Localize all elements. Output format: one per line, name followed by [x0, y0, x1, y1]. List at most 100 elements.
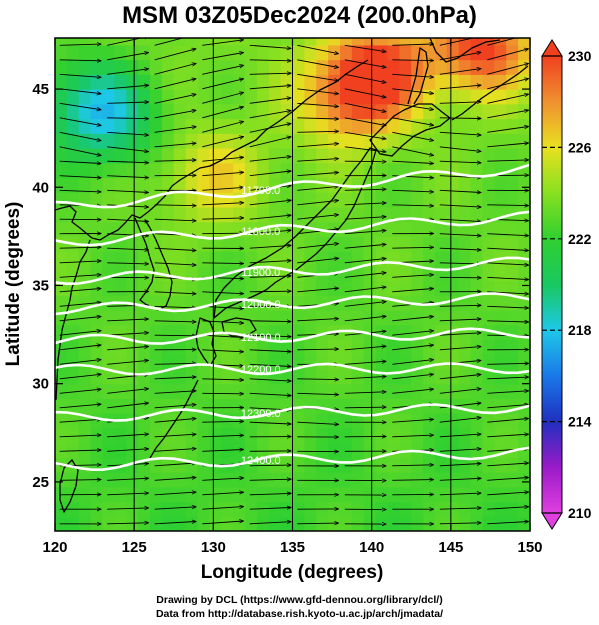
field-cell	[351, 368, 365, 385]
field-cell	[126, 516, 139, 531]
field-cell	[221, 236, 234, 252]
streamline-arrow	[439, 418, 481, 423]
field-cell	[399, 324, 412, 341]
field-cell	[102, 44, 115, 61]
field-cell	[197, 38, 210, 46]
field-cell	[268, 516, 282, 531]
field-cell	[78, 398, 92, 414]
field-cell	[482, 442, 495, 458]
field-cell	[78, 177, 92, 193]
field-cell	[221, 339, 234, 355]
streamline-arrow	[487, 143, 528, 148]
field-cell	[435, 383, 448, 400]
field-cell	[375, 59, 389, 75]
streamline-arrow	[487, 478, 528, 481]
contour-label: 12300.0	[241, 408, 281, 420]
field-cell	[363, 295, 377, 311]
field-cell	[470, 177, 484, 193]
streamline-arrow	[249, 230, 291, 235]
field-cell	[411, 265, 424, 282]
field-cell	[292, 118, 305, 134]
field-cell	[197, 427, 210, 444]
streamline-arrow	[392, 419, 433, 423]
field-cell	[411, 74, 424, 90]
field-cell	[185, 59, 199, 75]
field-cell	[173, 295, 187, 311]
field-cell	[518, 221, 530, 237]
field-cell	[304, 118, 317, 134]
streamline-arrow	[344, 346, 386, 351]
streamline-arrow	[297, 102, 338, 106]
field-cell	[66, 89, 80, 105]
field-cell	[161, 368, 175, 385]
field-cell	[78, 38, 92, 46]
field-cell	[375, 472, 389, 488]
streamline-arrow	[392, 360, 433, 365]
streamline-arrow	[202, 393, 243, 394]
field-cell	[351, 103, 365, 120]
streamline-arrow	[392, 190, 433, 192]
streamline-arrow	[439, 449, 481, 452]
field-cell	[458, 133, 472, 149]
streamline-arrow	[107, 263, 148, 264]
streamline-arrow	[439, 389, 481, 394]
field-cell	[494, 501, 507, 517]
field-cell	[185, 206, 199, 223]
field-cell	[221, 280, 234, 296]
field-cell	[66, 251, 80, 267]
field-cell	[233, 89, 246, 105]
field-cell	[482, 147, 495, 164]
field-cell	[351, 236, 365, 252]
field-cell	[114, 38, 127, 46]
field-cell	[280, 383, 294, 400]
field-cell	[66, 383, 80, 400]
field-cell	[458, 442, 472, 458]
field-cell	[375, 310, 389, 326]
streamline-arrow	[154, 449, 196, 452]
field-cell	[150, 177, 163, 193]
field-cell	[256, 501, 270, 517]
streamline-arrow	[487, 79, 528, 90]
field-cell	[411, 368, 424, 385]
field-cell	[435, 427, 448, 444]
field-cell	[458, 177, 472, 193]
field-cell	[304, 413, 317, 429]
field-cell	[411, 310, 424, 326]
field-cell	[482, 192, 495, 208]
streamline-arrow	[59, 345, 101, 351]
streamline-arrow	[297, 229, 338, 235]
field-cell	[126, 398, 139, 414]
field-cell	[351, 162, 365, 179]
field-cell	[173, 44, 187, 61]
field-cell	[363, 206, 377, 223]
field-cell	[351, 133, 365, 149]
field-cell	[446, 354, 460, 370]
field-cell	[114, 89, 127, 105]
field-cell	[351, 251, 365, 267]
field-cell	[209, 206, 222, 223]
streamline-arrow	[202, 334, 243, 337]
streamline-arrow	[154, 143, 196, 148]
field-cell	[292, 192, 305, 208]
field-cell	[90, 89, 104, 105]
streamline-arrow	[107, 493, 148, 495]
field-cell	[78, 368, 92, 385]
field-cell	[197, 398, 210, 414]
field-cell	[518, 206, 530, 223]
field-cell	[387, 89, 400, 105]
field-cell	[458, 251, 472, 267]
field-cell	[197, 192, 210, 208]
field-cell	[138, 383, 151, 400]
streamline-arrow	[202, 40, 243, 46]
field-cell	[173, 310, 187, 326]
streamline-arrow	[107, 347, 148, 351]
field-cell	[138, 59, 151, 75]
x-tick-label: 125	[122, 539, 147, 556]
field-cell	[114, 192, 127, 208]
field-cell	[340, 147, 353, 164]
field-cell	[470, 442, 484, 458]
streamline-arrow	[107, 449, 148, 452]
field-cell	[470, 501, 484, 517]
field-cell	[221, 310, 234, 326]
streamline-arrow	[154, 434, 196, 438]
